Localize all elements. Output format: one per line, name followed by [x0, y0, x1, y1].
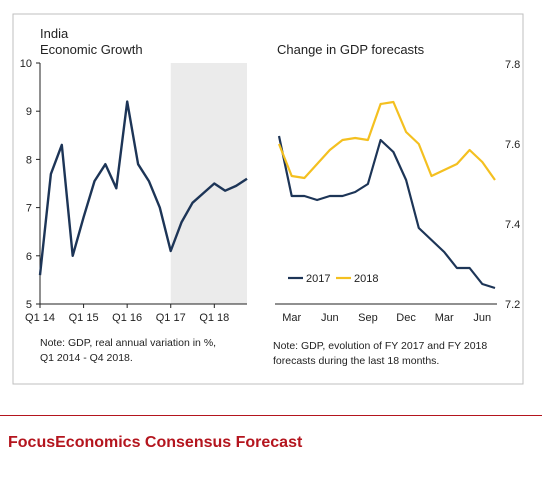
growth-chart-note-line-2: Q1 2014 - Q4 2018.: [40, 352, 133, 364]
growth-y-tick-label: 7: [26, 203, 32, 215]
forecast-x-tick-label: Dec: [396, 312, 416, 324]
growth-y-tick-label: 5: [26, 299, 32, 311]
growth-y-tick-label: 10: [20, 58, 32, 70]
forecast-y-tick-label: 7.4: [505, 219, 520, 231]
growth-x-tick-label: Q1 18: [199, 312, 229, 324]
growth-chart-title-line-1: India: [40, 26, 69, 41]
legend-label-2018: 2018: [354, 273, 378, 285]
growth-y-tick-label: 8: [26, 154, 32, 166]
forecast-y-tick-label: 7.6: [505, 139, 520, 151]
forecast-x-tick-label: Jun: [321, 312, 339, 324]
chart-panel-border: [12, 13, 524, 385]
forecast-y-tick-label: 7.2: [505, 299, 520, 311]
growth-y-tick-label: 6: [26, 251, 32, 263]
growth-x-tick-label: Q1 17: [156, 312, 186, 324]
growth-series-line: [38, 100, 248, 276]
forecast-x-tick-label: Mar: [435, 312, 454, 324]
forecast-x-tick-label: Mar: [282, 312, 301, 324]
forecast-chart-note-line-1: Note: GDP, evolution of FY 2017 and FY 2…: [273, 340, 487, 352]
legend-label-2017: 2017: [306, 273, 330, 285]
forecast-series-2017-line: [277, 135, 496, 290]
forecast-chart-note-line-2: forecasts during the last 18 months.: [273, 355, 439, 367]
footer-divider: [0, 415, 542, 416]
growth-x-tick-label: Q1 14: [25, 312, 55, 324]
growth-chart-note-line-1: Note: GDP, real annual variation in %,: [40, 337, 216, 349]
growth-y-tick-label: 9: [26, 106, 32, 118]
growth-chart: India Economic Growth 5 6 7 8 9 10 Q1 14 Q1 15…: [20, 26, 248, 364]
growth-x-tick-label: Q1 16: [112, 312, 142, 324]
growth-x-tick-label: Q1 15: [69, 312, 99, 324]
forecast-x-tick-label: Sep: [358, 312, 378, 324]
footer-brand: FocusEconomics Consensus Forecast: [8, 434, 303, 451]
forecast-x-tick-label: Jun: [473, 312, 491, 324]
forecast-chart: Change in GDP forecasts 7.2 7.4 7.6 7.8 Mar…: [273, 42, 520, 367]
forecast-y-tick-label: 7.8: [505, 59, 520, 71]
forecast-shaded-region: [170, 63, 247, 304]
legend: 2017 2018: [288, 273, 378, 285]
growth-chart-title-line-2: Economic Growth: [40, 42, 143, 57]
forecast-chart-title: Change in GDP forecasts: [277, 42, 425, 57]
forecast-series-2018-line: [277, 100, 496, 181]
